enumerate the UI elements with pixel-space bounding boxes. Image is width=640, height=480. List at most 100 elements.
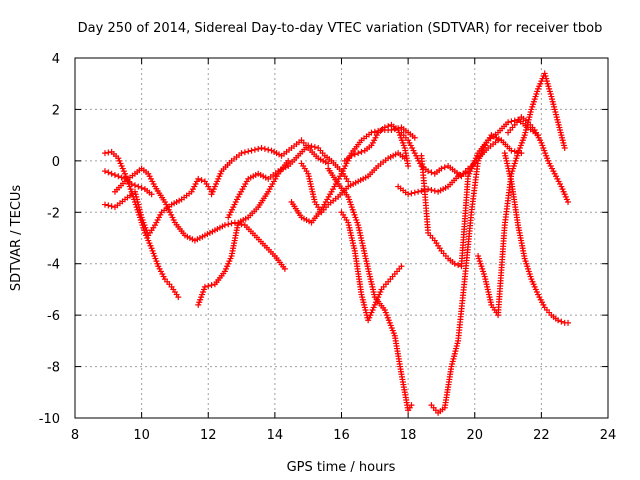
grid-lines — [75, 58, 608, 418]
x-tick-label: 18 — [400, 428, 417, 443]
data-point-marker — [308, 143, 315, 150]
data-point-marker — [238, 221, 245, 228]
data-point-marker — [455, 262, 462, 268]
data-point — [281, 265, 288, 272]
data-point-marker — [108, 203, 115, 210]
data-point-marker — [431, 187, 438, 194]
y-tick-label: -2 — [47, 206, 60, 221]
data-point-marker — [558, 318, 565, 325]
data-point — [381, 124, 388, 131]
data-point — [425, 168, 432, 175]
series-19 — [505, 114, 572, 205]
data-point — [388, 127, 395, 133]
data-point-marker — [265, 146, 272, 153]
data-point — [368, 129, 375, 136]
x-tick-label: 20 — [466, 428, 483, 443]
data-point-marker — [118, 174, 125, 181]
x-tick-label: 12 — [200, 428, 217, 443]
x-axis-label: GPS time / hours — [287, 460, 396, 475]
data-point-marker — [245, 148, 252, 155]
x-tick-label: 14 — [267, 428, 284, 443]
data-point — [128, 181, 135, 187]
data-point-marker — [105, 202, 112, 209]
x-tick-label: 10 — [133, 428, 150, 443]
data-point — [451, 260, 458, 267]
y-tick-label: 0 — [52, 155, 60, 170]
data-point-marker — [358, 148, 365, 155]
data-point-marker — [511, 148, 518, 155]
data-point — [408, 402, 415, 409]
data-point — [325, 160, 332, 167]
data-point-marker — [428, 187, 435, 193]
data-point-marker — [385, 123, 392, 130]
data-point-marker — [251, 146, 258, 153]
data-point — [561, 145, 568, 151]
series-12 — [338, 209, 405, 324]
y-tick-label: 4 — [52, 52, 60, 67]
data-point — [101, 201, 108, 208]
data-point — [565, 319, 572, 326]
data-point-marker — [105, 169, 112, 176]
data-point — [285, 157, 292, 164]
data-point-marker — [311, 144, 318, 151]
data-point — [348, 152, 355, 159]
data-point-marker — [508, 118, 515, 125]
data-point — [565, 199, 572, 205]
data-point-marker — [225, 221, 232, 228]
data-point — [508, 147, 515, 154]
data-point — [415, 188, 422, 195]
data-point — [195, 175, 202, 182]
x-tick-label: 24 — [600, 428, 617, 443]
data-point — [108, 170, 115, 177]
data-point — [405, 163, 412, 169]
data-point — [101, 168, 108, 175]
data-point — [175, 294, 182, 301]
data-point — [148, 191, 155, 198]
y-axis-label: SDTVAR / TECUs — [9, 185, 24, 292]
data-point — [505, 119, 512, 126]
series-4 — [111, 165, 288, 272]
data-point-marker — [198, 177, 205, 184]
y-tick-label: 2 — [52, 103, 60, 118]
x-tick-label: 8 — [71, 428, 79, 443]
data-point — [345, 178, 352, 185]
data-point — [248, 147, 255, 154]
data-point — [411, 134, 418, 141]
data-point — [238, 150, 245, 157]
y-tick-label: -6 — [47, 309, 60, 324]
data-point-marker — [441, 164, 448, 171]
data-point-marker — [208, 282, 215, 289]
series-18 — [501, 150, 572, 326]
data-point-marker — [111, 172, 118, 178]
data-point-marker — [351, 151, 358, 158]
series-14 — [398, 129, 472, 180]
y-tick-label: -8 — [47, 361, 60, 376]
data-point — [221, 222, 228, 229]
data-point-marker — [411, 189, 418, 196]
data-point-marker — [228, 220, 235, 227]
series-7 — [225, 142, 352, 221]
data-point-marker — [371, 128, 378, 135]
data-point — [398, 263, 405, 270]
data-point — [258, 145, 265, 151]
data-point — [555, 317, 562, 324]
data-point — [405, 191, 412, 198]
series-17 — [475, 70, 568, 319]
series-3 — [101, 175, 215, 239]
series-5 — [195, 157, 292, 308]
data-point-marker — [418, 187, 425, 194]
series-16 — [428, 132, 525, 416]
data-point-marker — [131, 182, 138, 189]
data-point — [115, 173, 122, 180]
chart-title: Day 250 of 2014, Sidereal Day-to-day VTE… — [78, 21, 603, 36]
series-10 — [325, 165, 415, 414]
data-point-marker — [261, 145, 268, 152]
x-tick-label: 16 — [333, 428, 350, 443]
data-point — [438, 165, 445, 172]
data-point-marker — [138, 184, 145, 191]
data-point — [101, 150, 108, 157]
data-point-marker — [205, 283, 212, 289]
data-point-marker — [408, 190, 415, 197]
